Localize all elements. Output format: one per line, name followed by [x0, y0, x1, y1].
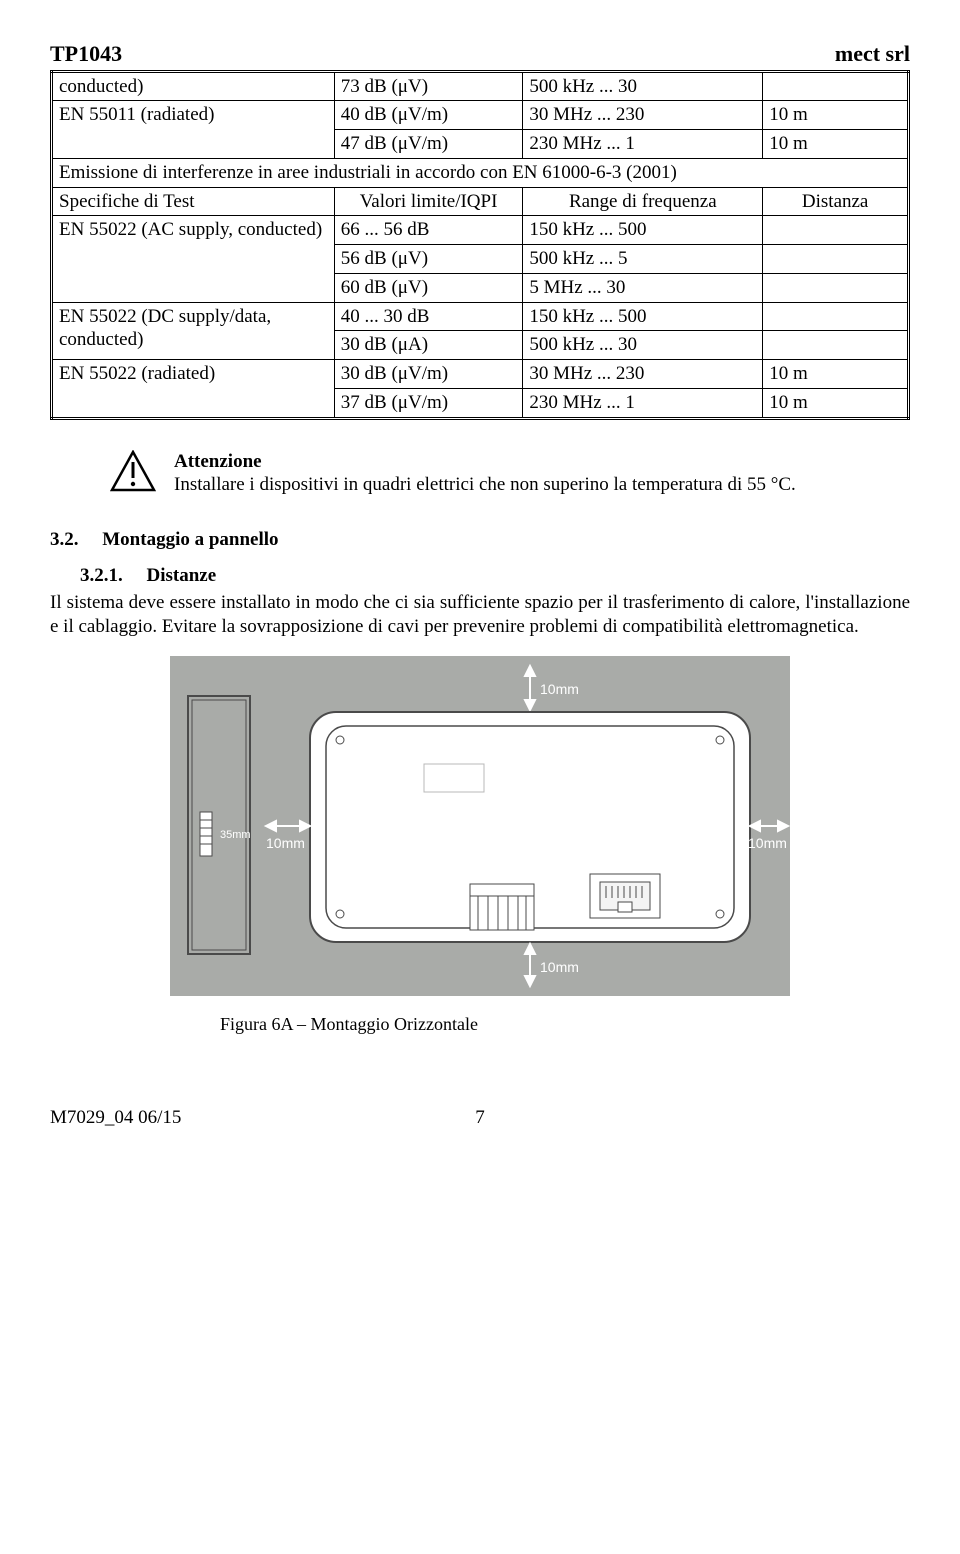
- cell: [763, 331, 909, 360]
- cell: EN 55022 (radiated): [52, 360, 335, 419]
- cell: 5 MHz ... 30: [523, 273, 763, 302]
- doc-code: TP1043: [50, 40, 122, 68]
- cell: 56 dB (μV): [334, 245, 523, 274]
- cell: [763, 71, 909, 101]
- subsection-title: Distanze: [147, 565, 217, 586]
- subsection-number: 3.2.1.: [80, 565, 123, 586]
- cell: 10 m: [763, 360, 909, 389]
- cell: 150 kHz ... 500: [523, 302, 763, 331]
- cell: 47 dB (μV/m): [334, 130, 523, 159]
- label-10mm: 10mm: [540, 959, 579, 975]
- cell: 60 dB (μV): [334, 273, 523, 302]
- warning-icon: [110, 450, 156, 499]
- label-10mm: 10mm: [540, 681, 579, 697]
- cell: 30 dB (μV/m): [334, 360, 523, 389]
- section-number: 3.2.: [50, 529, 79, 550]
- figure-caption: Figura 6A – Montaggio Orizzontale: [220, 1013, 910, 1036]
- cell: 66 ... 56 dB: [334, 216, 523, 245]
- cell: 73 dB (μV): [334, 71, 523, 101]
- subsection-body: Il sistema deve essere installato in mod…: [50, 591, 910, 639]
- section-title: Montaggio a pannello: [102, 529, 278, 550]
- cell: conducted): [52, 71, 335, 101]
- warning-title: Attenzione: [174, 450, 870, 474]
- emissions-table: conducted) 73 dB (μV) 500 kHz ... 30 EN …: [50, 70, 910, 420]
- th: Valori limite/IQPI: [334, 187, 523, 216]
- label-35mm: 35mm: [220, 829, 251, 841]
- cell: [763, 245, 909, 274]
- warning-body: Installare i dispositivi in quadri elett…: [174, 473, 870, 497]
- cell: 150 kHz ... 500: [523, 216, 763, 245]
- cell: 37 dB (μV/m): [334, 388, 523, 418]
- cell: [763, 302, 909, 331]
- cell: 500 kHz ... 30: [523, 331, 763, 360]
- th: Specifiche di Test: [52, 187, 335, 216]
- cell: 40 dB (μV/m): [334, 101, 523, 130]
- th: Range di frequenza: [523, 187, 763, 216]
- label-10mm: 10mm: [266, 835, 305, 851]
- page-number: 7: [181, 1106, 778, 1130]
- cell: 30 MHz ... 230: [523, 360, 763, 389]
- cell: 40 ... 30 dB: [334, 302, 523, 331]
- table-caption: Emissione di interferenze in aree indust…: [52, 158, 909, 187]
- cell: 500 kHz ... 5: [523, 245, 763, 274]
- cell: EN 55022 (DC supply/data, conducted): [52, 302, 335, 360]
- th: Distanza: [763, 187, 909, 216]
- cell: 10 m: [763, 130, 909, 159]
- figure-6a: 35mm 10mm: [50, 656, 910, 1003]
- cell: 230 MHz ... 1: [523, 388, 763, 418]
- cell: 10 m: [763, 101, 909, 130]
- label-10mm: 10mm: [748, 835, 787, 851]
- doc-company: mect srl: [835, 40, 910, 68]
- footer-doc-rev: M7029_04 06/15: [50, 1106, 181, 1130]
- cell: 30 MHz ... 230: [523, 101, 763, 130]
- cell: [763, 273, 909, 302]
- cell: 30 dB (μA): [334, 331, 523, 360]
- cell: EN 55011 (radiated): [52, 101, 335, 159]
- cell: 500 kHz ... 30: [523, 71, 763, 101]
- cell: 10 m: [763, 388, 909, 418]
- cell: [763, 216, 909, 245]
- cell: 230 MHz ... 1: [523, 130, 763, 159]
- cell: EN 55022 (AC supply, conducted): [52, 216, 335, 302]
